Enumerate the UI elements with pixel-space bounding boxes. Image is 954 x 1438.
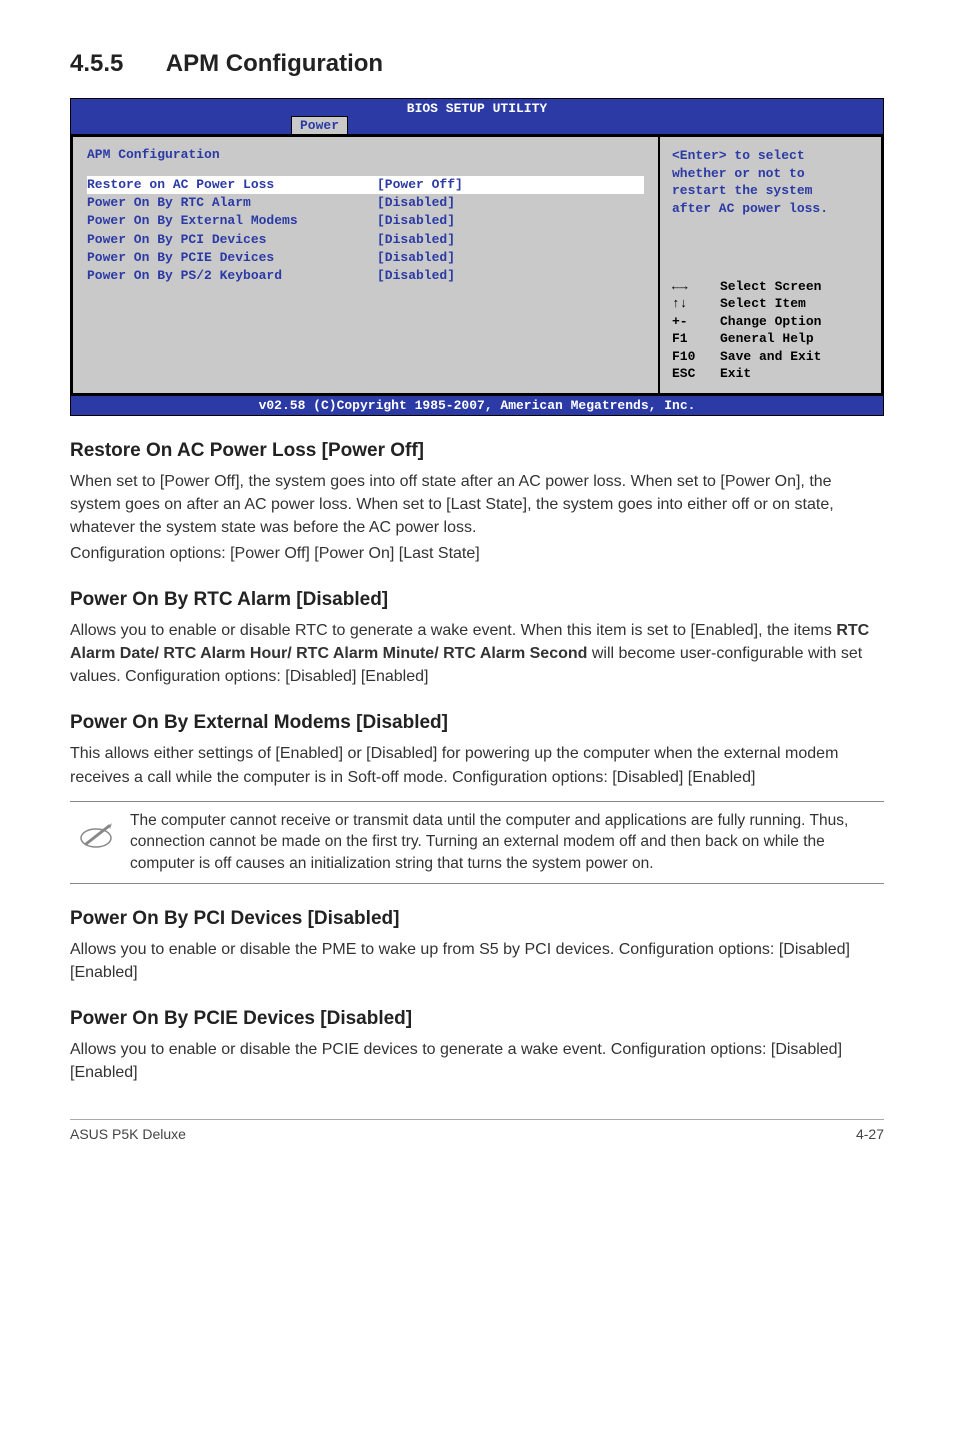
bios-help-line: <Enter> to select [672,147,869,165]
key-desc: Save and Exit [720,348,821,366]
bios-row-pcie[interactable]: Power On By PCIE Devices [Disabled] [87,249,644,267]
bios-tab-power[interactable]: Power [291,116,348,134]
key-desc: Select Item [720,295,806,313]
bios-header: BIOS SETUP UTILITY Power [71,99,883,134]
key-f10: F10 [672,348,720,366]
bios-right-pane: <Enter> to select whether or not to rest… [658,135,883,395]
bios-left-pane: APM Configuration Restore on AC Power Lo… [71,135,658,395]
heading-rtc: Power On By RTC Alarm [Disabled] [70,589,884,611]
bios-footer: v02.58 (C)Copyright 1985-2007, American … [71,395,883,415]
paragraph: Allows you to enable or disable the PME … [70,938,884,984]
bios-row-value: [Disabled] [377,231,455,249]
bios-tabbar: Power [71,116,883,134]
bios-row-rtc[interactable]: Power On By RTC Alarm [Disabled] [87,194,644,212]
text-span: Allows you to enable or disable RTC to g… [70,622,836,639]
bios-row-value: [Disabled] [377,267,455,285]
bios-title: BIOS SETUP UTILITY [71,101,883,116]
bios-row-label: Restore on AC Power Loss [87,176,377,194]
bios-row-label: Power On By PCI Devices [87,231,377,249]
paragraph: Allows you to enable or disable the PCIE… [70,1038,884,1084]
bios-row-value: [Disabled] [377,249,455,267]
note-icon [70,810,130,861]
paragraph: When set to [Power Off], the system goes… [70,470,884,540]
bios-help-text: <Enter> to select whether or not to rest… [672,147,869,217]
bios-row-value: [Disabled] [377,194,455,212]
paragraph: This allows either settings of [Enabled]… [70,742,884,788]
key-esc: ESC [672,365,720,383]
note-text: The computer cannot receive or transmit … [130,810,884,875]
page-footer: ASUS P5K Deluxe 4-27 [70,1119,884,1142]
key-up-down-icon: ↑↓ [672,295,720,313]
heading-restore: Restore On AC Power Loss [Power Off] [70,440,884,462]
footer-left: ASUS P5K Deluxe [70,1126,186,1142]
key-desc: General Help [720,330,814,348]
paragraph: Allows you to enable or disable RTC to g… [70,619,884,689]
note-box: The computer cannot receive or transmit … [70,801,884,884]
section-title-text: APM Configuration [166,50,383,77]
key-desc: Change Option [720,313,821,331]
heading-extmodem: Power On By External Modems [Disabled] [70,712,884,734]
paragraph: Configuration options: [Power Off] [Powe… [70,542,884,565]
section-number: 4.5.5 [70,50,160,78]
bios-row-label: Power On By External Modems [87,212,377,230]
bios-row-label: Power On By PS/2 Keyboard [87,267,377,285]
bios-help-line: whether or not to [672,165,869,183]
bios-row-value: [Disabled] [377,212,455,230]
bios-row-ps2[interactable]: Power On By PS/2 Keyboard [Disabled] [87,267,644,285]
bios-row-pci[interactable]: Power On By PCI Devices [Disabled] [87,231,644,249]
bios-key-legend: ←→Select Screen ↑↓Select Item +-Change O… [672,278,869,383]
bios-row-label: Power On By PCIE Devices [87,249,377,267]
bios-config-title: APM Configuration [87,147,644,162]
key-desc: Exit [720,365,751,383]
key-plusminus: +- [672,313,720,331]
bios-row-label: Power On By RTC Alarm [87,194,377,212]
bios-body: APM Configuration Restore on AC Power Lo… [71,134,883,395]
bios-window: BIOS SETUP UTILITY Power APM Configurati… [70,98,884,416]
bios-row-extmodem[interactable]: Power On By External Modems [Disabled] [87,212,644,230]
section-heading: 4.5.5 APM Configuration [70,50,884,78]
key-left-right-icon: ←→ [672,278,720,296]
bios-row-restore[interactable]: Restore on AC Power Loss [Power Off] [87,176,644,194]
bios-help-line: after AC power loss. [672,200,869,218]
key-desc: Select Screen [720,278,821,296]
heading-pcie: Power On By PCIE Devices [Disabled] [70,1008,884,1030]
key-f1: F1 [672,330,720,348]
footer-right: 4-27 [856,1126,884,1142]
bios-help-line: restart the system [672,182,869,200]
heading-pci: Power On By PCI Devices [Disabled] [70,908,884,930]
bios-row-value: [Power Off] [377,176,463,194]
